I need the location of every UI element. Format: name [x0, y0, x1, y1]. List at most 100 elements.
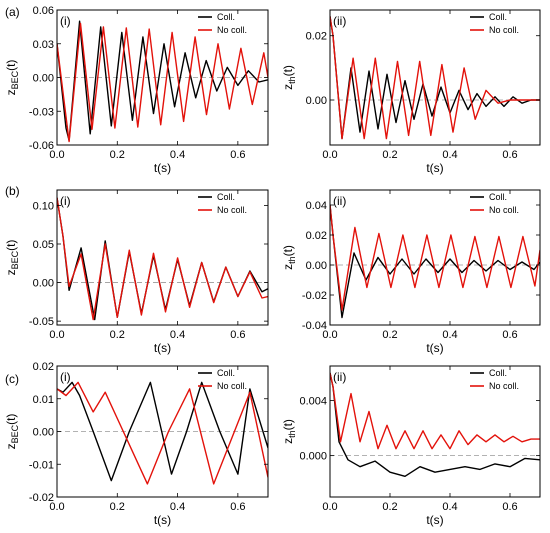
series-line-no-coll	[330, 16, 540, 140]
row-label: (c)	[5, 372, 19, 386]
y-tick-label: 0.00	[306, 95, 327, 107]
y-tick-label: 0.00	[306, 260, 327, 272]
legend-label: Coll.	[489, 12, 507, 22]
panel-3: 0.0 0.2 0.4 0.6 -0.04 -0.02 0.00 0.02 0.04 t(s) zt…	[281, 189, 541, 355]
panel-label: (ii)	[333, 14, 346, 28]
y-tick-label: 0.05	[33, 239, 54, 251]
y-axis-label-subscript: th	[287, 76, 297, 84]
plot-frame	[56, 189, 269, 326]
x-tick-label: 0.4	[170, 501, 185, 513]
y-tick-label: -0.03	[29, 106, 54, 118]
y-axis-label-tail: (t)	[4, 60, 18, 71]
series-line-coll	[330, 204, 540, 319]
x-axis-label: t(s)	[426, 513, 443, 527]
panel-2: 0.0 0.2 0.4 0.6 -0.05 0.00 0.05 0.10 t(s) zBEC(t)…	[4, 189, 269, 355]
y-tick-label: -0.01	[29, 459, 54, 471]
x-axis-label: t(s)	[154, 341, 171, 355]
y-tick-label: 0.02	[33, 361, 54, 373]
x-tick-label: 0.4	[442, 149, 457, 161]
y-axis-label-subscript: BEC	[10, 424, 20, 443]
y-tick-label: 0.06	[33, 5, 54, 17]
x-tick-label: 0.2	[110, 329, 125, 341]
y-tick-label: 0.01	[33, 394, 54, 406]
y-axis-label-subscript: BEC	[10, 250, 20, 269]
y-axis-label-main: z	[4, 443, 18, 449]
y-axis-label-main: z	[281, 84, 295, 90]
y-axis-label: zth(t)	[281, 65, 297, 90]
y-axis-label-subscript: BEC	[10, 70, 20, 89]
series-line-coll	[57, 20, 268, 142]
y-axis-label-main: z	[4, 89, 18, 95]
x-tick-label: 0.2	[382, 501, 397, 513]
x-tick-label: 0.6	[230, 501, 245, 513]
y-axis-label: zBEC(t)	[4, 240, 20, 276]
y-tick-label: 0.00	[33, 427, 54, 439]
legend-label: Coll.	[217, 192, 235, 202]
y-axis-label-main: z	[281, 264, 295, 270]
y-axis-label-subscript: th	[287, 256, 297, 264]
legend-label: No coll.	[217, 381, 247, 391]
panel-label: (i)	[60, 14, 71, 28]
series-line-no-coll	[57, 197, 268, 321]
legend-label: Coll.	[217, 368, 235, 378]
legend-label: Coll.	[217, 12, 235, 22]
x-tick-label: 0.6	[502, 329, 517, 341]
y-tick-label: -0.02	[29, 492, 54, 504]
series-line-no-coll	[330, 204, 540, 311]
x-axis-label: t(s)	[426, 161, 443, 175]
y-tick-label: -0.02	[302, 290, 327, 302]
y-tick-label: 0.00	[33, 73, 54, 85]
y-tick-label: -0.06	[29, 140, 54, 152]
series-line-no-coll	[57, 381, 268, 485]
x-tick-label: 0.6	[230, 149, 245, 161]
panel-0: 0.0 0.2 0.4 0.6 -0.06 -0.03 0.00 0.03 0.06 t(s) zB…	[4, 5, 269, 175]
y-axis-label-main: z	[281, 438, 295, 444]
y-tick-label: 0.10	[33, 200, 54, 212]
x-tick-label: 0.4	[170, 149, 185, 161]
y-tick-label: -0.05	[29, 316, 54, 328]
series-line-coll	[330, 16, 540, 140]
x-tick-label: 0.2	[382, 329, 397, 341]
series-line-coll	[57, 197, 268, 321]
y-axis-label: zth(t)	[281, 419, 297, 444]
y-tick-label: 0.000	[299, 451, 327, 463]
y-axis-label: zBEC(t)	[4, 60, 20, 96]
y-axis-label-tail: (t)	[4, 414, 18, 425]
y-axis-label-tail: (t)	[4, 240, 18, 251]
x-tick-label: 0.6	[502, 149, 517, 161]
y-tick-label: 0.04	[306, 200, 327, 212]
x-tick-label: 0.4	[442, 501, 457, 513]
x-axis-label: t(s)	[154, 513, 171, 527]
x-tick-label: 0.0	[322, 501, 337, 513]
y-tick-label: 0.02	[306, 230, 327, 242]
panel-5: 0.0 0.2 0.4 0.6 0.000 0.004 t(s) zth(t) (ii) Coll…	[281, 365, 541, 527]
x-tick-label: 0.2	[110, 501, 125, 513]
legend-label: Coll.	[489, 192, 507, 202]
panel-label: (ii)	[333, 370, 346, 384]
legend-label: No coll.	[217, 25, 247, 35]
y-axis-label-tail: (t)	[281, 65, 295, 76]
panel-label: (i)	[60, 370, 71, 384]
y-tick-label: 0.00	[33, 278, 54, 290]
y-tick-label: 0.03	[33, 39, 54, 51]
x-tick-label: 0.6	[230, 329, 245, 341]
x-tick-label: 0.6	[502, 501, 517, 513]
x-tick-label: 0.2	[382, 149, 397, 161]
row-label: (a)	[5, 5, 20, 19]
panel-1: 0.0 0.2 0.4 0.6 0.00 0.02 t(s) zth(t) (ii) Coll. N…	[281, 9, 541, 175]
x-tick-label: 0.4	[442, 329, 457, 341]
y-tick-label: 0.004	[299, 395, 327, 407]
x-tick-label: 0.4	[170, 329, 185, 341]
x-tick-label: 0.0	[322, 149, 337, 161]
series-line-coll	[330, 372, 540, 477]
legend-label: No coll.	[217, 205, 247, 215]
x-axis-label: t(s)	[426, 341, 443, 355]
x-tick-label: 0.2	[110, 149, 125, 161]
panel-4: 0.0 0.2 0.4 0.6 -0.02 -0.01 0.00 0.01 0.02 t(s) zB…	[4, 361, 269, 527]
y-axis-label-tail: (t)	[281, 419, 295, 430]
y-axis-label-subscript: th	[287, 430, 297, 438]
y-axis-label-tail: (t)	[281, 245, 295, 256]
legend-label: Coll.	[489, 368, 507, 378]
x-axis-label: t(s)	[154, 161, 171, 175]
